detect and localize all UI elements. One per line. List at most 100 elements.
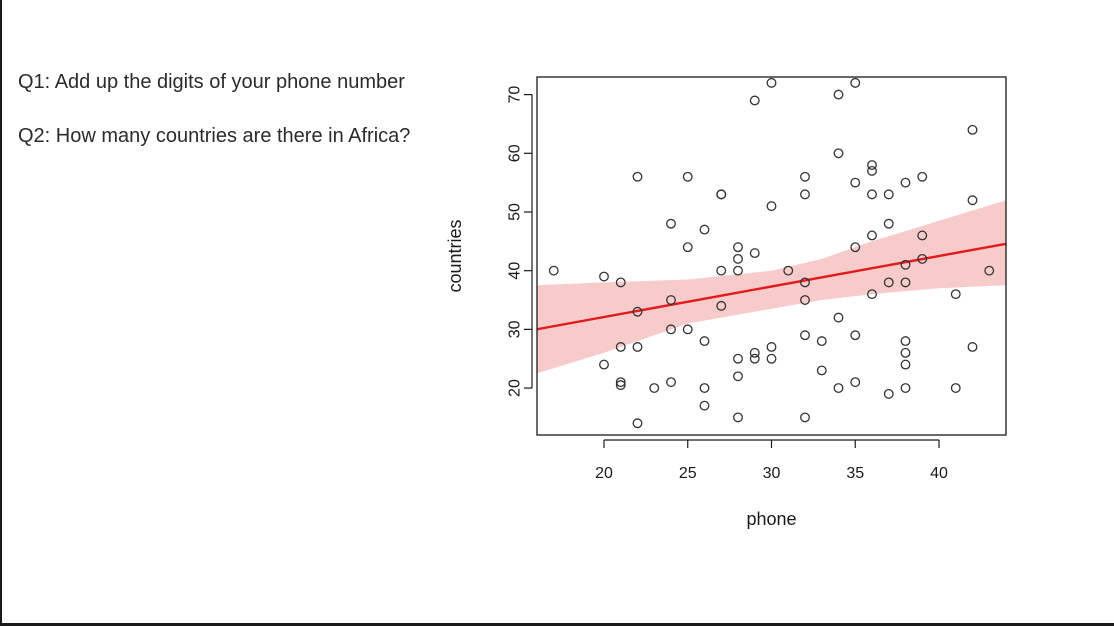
data-point bbox=[682, 324, 693, 335]
data-point bbox=[733, 265, 743, 276]
x-tick-label: 30 bbox=[763, 465, 781, 482]
data-point bbox=[816, 336, 827, 347]
data-point bbox=[900, 347, 911, 358]
data-point bbox=[766, 353, 777, 364]
x-tick-label: 35 bbox=[846, 465, 864, 482]
data-point bbox=[800, 277, 810, 288]
data-point bbox=[900, 359, 911, 370]
data-point bbox=[850, 330, 861, 341]
data-point bbox=[733, 242, 743, 253]
data-point bbox=[599, 271, 609, 282]
data-point bbox=[682, 242, 693, 253]
data-point bbox=[867, 160, 877, 170]
y-tick-label: 50 bbox=[507, 203, 524, 221]
x-axis-title: phone bbox=[746, 509, 796, 529]
data-point bbox=[883, 218, 894, 229]
data-point bbox=[632, 171, 643, 182]
data-point bbox=[733, 253, 743, 264]
data-point bbox=[967, 195, 978, 206]
regression-line-layer bbox=[536, 242, 1007, 331]
question-1: Q1: Add up the digits of your phone numb… bbox=[18, 71, 405, 93]
data-point bbox=[883, 388, 894, 399]
data-point bbox=[699, 224, 710, 235]
data-point bbox=[950, 289, 961, 300]
data-point bbox=[800, 330, 810, 341]
data-point bbox=[850, 377, 861, 388]
data-point bbox=[615, 377, 626, 388]
data-point bbox=[850, 177, 861, 188]
data-point bbox=[666, 295, 676, 305]
y-axis-title: countries bbox=[445, 219, 465, 292]
data-point bbox=[632, 418, 643, 429]
data-point bbox=[833, 312, 844, 323]
data-point bbox=[733, 371, 743, 382]
data-point bbox=[599, 359, 609, 370]
data-point bbox=[833, 383, 844, 393]
data-point bbox=[833, 89, 844, 100]
x-axis: 20 25 30 35 40 bbox=[595, 439, 948, 482]
data-point bbox=[867, 289, 877, 300]
data-point bbox=[867, 165, 877, 176]
data-point bbox=[917, 171, 928, 182]
data-point bbox=[800, 295, 810, 305]
data-point bbox=[615, 342, 626, 352]
data-point bbox=[733, 353, 743, 364]
data-point bbox=[950, 383, 961, 393]
data-point bbox=[699, 336, 710, 347]
data-point bbox=[850, 242, 861, 253]
plot-area-border bbox=[536, 76, 1007, 436]
data-point bbox=[666, 218, 676, 229]
data-point bbox=[716, 265, 727, 276]
data-point bbox=[766, 342, 777, 352]
data-point bbox=[749, 95, 760, 106]
data-point bbox=[749, 248, 760, 259]
data-point bbox=[766, 201, 777, 212]
data-point bbox=[984, 265, 995, 276]
data-point bbox=[883, 277, 894, 288]
y-tick-label: 30 bbox=[507, 320, 524, 338]
data-point bbox=[900, 259, 911, 270]
data-point bbox=[699, 400, 710, 411]
data-point bbox=[900, 277, 911, 288]
y-axis: 20 30 40 50 60 70 bbox=[507, 86, 533, 397]
data-point bbox=[699, 383, 710, 393]
data-point bbox=[800, 189, 810, 200]
data-point bbox=[867, 230, 877, 241]
data-point bbox=[733, 412, 743, 423]
data-point bbox=[900, 177, 911, 188]
data-point bbox=[900, 383, 911, 393]
data-point bbox=[632, 306, 643, 317]
data-point bbox=[883, 189, 894, 200]
data-point bbox=[682, 171, 693, 182]
data-point bbox=[850, 77, 861, 88]
data-point bbox=[917, 230, 928, 241]
x-tick-label: 20 bbox=[595, 465, 613, 482]
data-point bbox=[833, 148, 844, 159]
data-point bbox=[615, 380, 626, 391]
data-point bbox=[816, 365, 827, 376]
y-tick-label: 70 bbox=[507, 86, 524, 104]
y-tick-label: 60 bbox=[507, 144, 524, 162]
data-point bbox=[749, 347, 760, 358]
x-tick-label: 25 bbox=[679, 465, 697, 482]
data-point bbox=[783, 265, 794, 276]
y-tick-label: 40 bbox=[507, 262, 524, 280]
data-point bbox=[967, 124, 978, 135]
x-tick-label: 40 bbox=[930, 465, 948, 482]
data-point bbox=[800, 171, 810, 182]
data-point bbox=[766, 77, 777, 88]
regression-line bbox=[536, 242, 1007, 331]
data-point bbox=[548, 265, 559, 276]
data-points-layer bbox=[548, 77, 995, 429]
question-2: Q2: How many countries are there in Afri… bbox=[18, 125, 411, 147]
data-point bbox=[900, 336, 911, 347]
data-point bbox=[666, 324, 676, 335]
data-point bbox=[615, 277, 626, 288]
data-point bbox=[917, 253, 928, 264]
data-point bbox=[632, 342, 643, 352]
y-tick-label: 20 bbox=[507, 379, 524, 397]
data-point bbox=[749, 353, 760, 364]
data-point bbox=[649, 383, 660, 393]
